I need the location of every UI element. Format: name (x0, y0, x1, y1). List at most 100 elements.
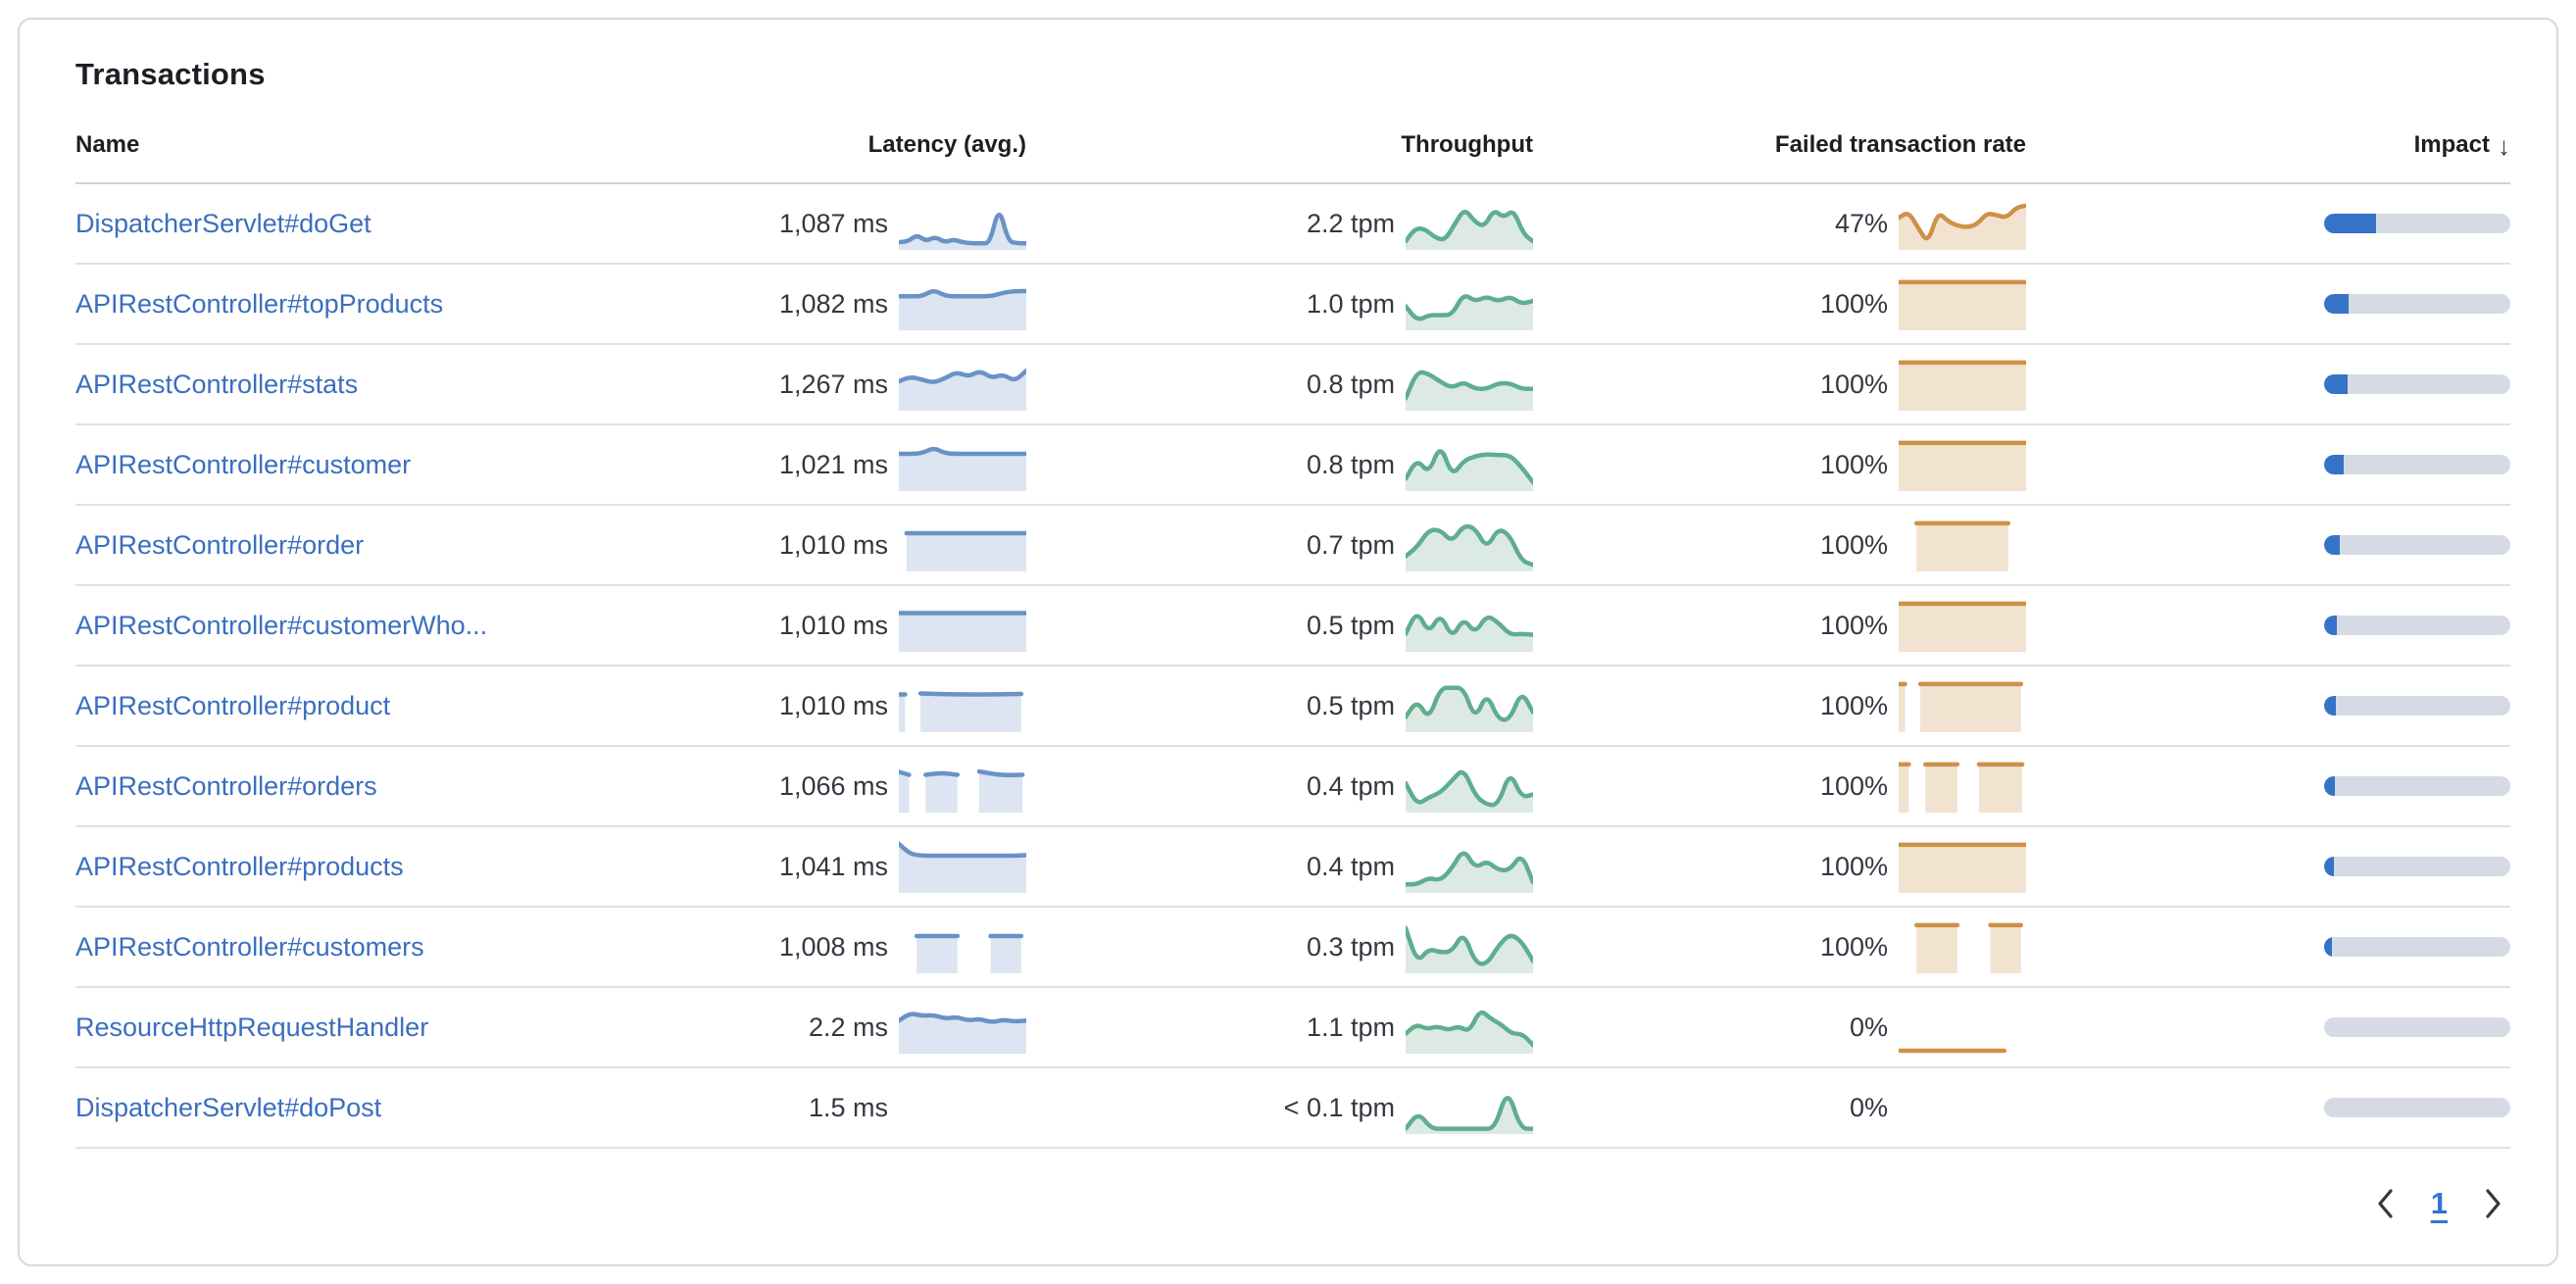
failed-rate-cell: 47% (1533, 197, 2029, 250)
name-cell: ResourceHttpRequestHandler (75, 1012, 605, 1043)
throughput-value: 1.1 tpm (1306, 1012, 1395, 1042)
impact-cell (2026, 1098, 2510, 1117)
table-row: APIRestController#customerWho... 1,010 m… (75, 586, 2510, 667)
throughput-value: 0.5 tpm (1306, 610, 1395, 640)
column-header-throughput[interactable]: Throughput (1401, 131, 1533, 158)
failed-rate-sparkline (1899, 519, 2026, 571)
transaction-link[interactable]: APIRestController#product (75, 690, 391, 720)
impact-cell (2026, 214, 2510, 233)
latency-cell: 1,066 ms (605, 760, 1026, 813)
failed-rate-sparkline (1896, 760, 2026, 813)
latency-sparkline (896, 840, 1029, 893)
transaction-link[interactable]: APIRestController#customerWho... (75, 610, 488, 640)
next-page-button[interactable] (2477, 1182, 2508, 1225)
latency-value: 1,010 ms (778, 610, 888, 640)
transaction-link[interactable]: DispatcherServlet#doPost (75, 1092, 382, 1122)
latency-sparkline (899, 1081, 1026, 1134)
latency-sparkline (896, 358, 1029, 411)
column-header-failed-rate[interactable]: Failed transaction rate (1774, 131, 2026, 158)
failed-rate-sparkline (1896, 277, 2029, 330)
impact-bar-fill (2324, 616, 2338, 635)
latency-sparkline (896, 1001, 1029, 1054)
failed-rate-cell: 100% (1533, 679, 2026, 732)
throughput-cell: 0.4 tpm (1026, 760, 1536, 813)
throughput-cell: 2.2 tpm (1026, 197, 1536, 250)
column-header-impact[interactable]: Impact ↓ (2026, 130, 2510, 161)
throughput-sparkline (1403, 1081, 1536, 1134)
table-row: ResourceHttpRequestHandler 2.2 ms 1.1 tp… (75, 988, 2510, 1068)
latency-value: 1,010 ms (778, 529, 888, 560)
failed-rate-cell: 100% (1533, 920, 2026, 973)
impact-bar-fill (2324, 696, 2337, 716)
table-row: APIRestController#customer 1,021 ms 0.8 … (75, 425, 2510, 506)
latency-value: 1,008 ms (778, 931, 888, 962)
column-header-name[interactable]: Name (75, 131, 140, 158)
throughput-sparkline (1403, 519, 1536, 571)
throughput-sparkline (1403, 1001, 1536, 1054)
latency-value: 1,267 ms (778, 369, 888, 399)
impact-bar-fill (2324, 857, 2335, 876)
chevron-right-icon (2486, 1189, 2501, 1218)
transaction-link[interactable]: APIRestController#customer (75, 449, 412, 479)
impact-bar-fill (2324, 455, 2344, 474)
latency-sparkline (899, 519, 1029, 571)
table-row: DispatcherServlet#doPost 1.5 ms < 0.1 tp… (75, 1068, 2510, 1149)
transaction-link[interactable]: DispatcherServlet#doGet (75, 208, 372, 238)
impact-bar (2324, 214, 2510, 233)
failed-rate-cell: 100% (1533, 277, 2029, 330)
failed-rate-cell: 0% (1533, 1001, 2026, 1054)
impact-bar (2324, 455, 2510, 474)
impact-bar (2324, 857, 2510, 876)
previous-page-button[interactable] (2370, 1182, 2402, 1225)
table-row: APIRestController#topProducts 1,082 ms 1… (75, 265, 2510, 345)
failed-rate-value: 100% (1819, 369, 1888, 399)
throughput-sparkline (1403, 599, 1536, 652)
throughput-cell: 1.1 tpm (1026, 1001, 1536, 1054)
latency-cell: 1.5 ms (605, 1081, 1026, 1134)
page-number-current[interactable]: 1 (2430, 1186, 2448, 1220)
transaction-link[interactable]: APIRestController#stats (75, 369, 359, 399)
failed-rate-sparkline (1896, 840, 2029, 893)
transaction-link[interactable]: ResourceHttpRequestHandler (75, 1012, 429, 1042)
impact-bar (2324, 776, 2510, 796)
throughput-cell: 0.4 tpm (1026, 840, 1536, 893)
impact-bar (2324, 535, 2510, 555)
table-row: APIRestController#stats 1,267 ms 0.8 tpm… (75, 345, 2510, 425)
latency-cell: 1,010 ms (605, 519, 1029, 571)
impact-cell (2026, 937, 2510, 957)
name-cell: APIRestController#products (75, 852, 605, 882)
transaction-link[interactable]: APIRestController#order (75, 529, 365, 560)
impact-cell (2026, 455, 2510, 474)
transaction-link[interactable]: APIRestController#products (75, 851, 404, 881)
latency-sparkline (896, 197, 1029, 250)
table-body: DispatcherServlet#doGet 1,087 ms 2.2 tpm… (75, 184, 2510, 1149)
failed-rate-value: 100% (1819, 770, 1888, 801)
impact-bar (2324, 294, 2510, 314)
name-cell: APIRestController#customers (75, 932, 605, 963)
column-header-latency[interactable]: Latency (avg.) (867, 131, 1026, 158)
throughput-sparkline (1403, 277, 1536, 330)
impact-bar (2324, 1017, 2510, 1037)
throughput-value: 0.8 tpm (1306, 449, 1395, 479)
latency-cell: 1,021 ms (605, 438, 1029, 491)
throughput-cell: 0.7 tpm (1026, 519, 1536, 571)
impact-bar-fill (2324, 374, 2348, 394)
latency-cell: 1,041 ms (605, 840, 1029, 893)
failed-rate-sparkline (1896, 438, 2029, 491)
latency-cell: 1,008 ms (605, 920, 1026, 973)
latency-value: 1.5 ms (808, 1092, 888, 1122)
transaction-link[interactable]: APIRestController#customers (75, 931, 424, 962)
column-header-impact-label: Impact (2413, 131, 2490, 158)
failed-rate-value: 100% (1819, 610, 1888, 640)
latency-value: 1,041 ms (778, 851, 888, 881)
impact-bar (2324, 616, 2510, 635)
latency-cell: 1,010 ms (605, 679, 1026, 732)
throughput-value: 0.3 tpm (1306, 931, 1395, 962)
failed-rate-cell: 100% (1533, 599, 2029, 652)
impact-cell (2026, 616, 2510, 635)
transaction-link[interactable]: APIRestController#orders (75, 770, 377, 801)
throughput-value: 1.0 tpm (1306, 288, 1395, 319)
throughput-cell: < 0.1 tpm (1026, 1081, 1536, 1134)
failed-rate-cell: 100% (1533, 519, 2026, 571)
transaction-link[interactable]: APIRestController#topProducts (75, 288, 444, 319)
